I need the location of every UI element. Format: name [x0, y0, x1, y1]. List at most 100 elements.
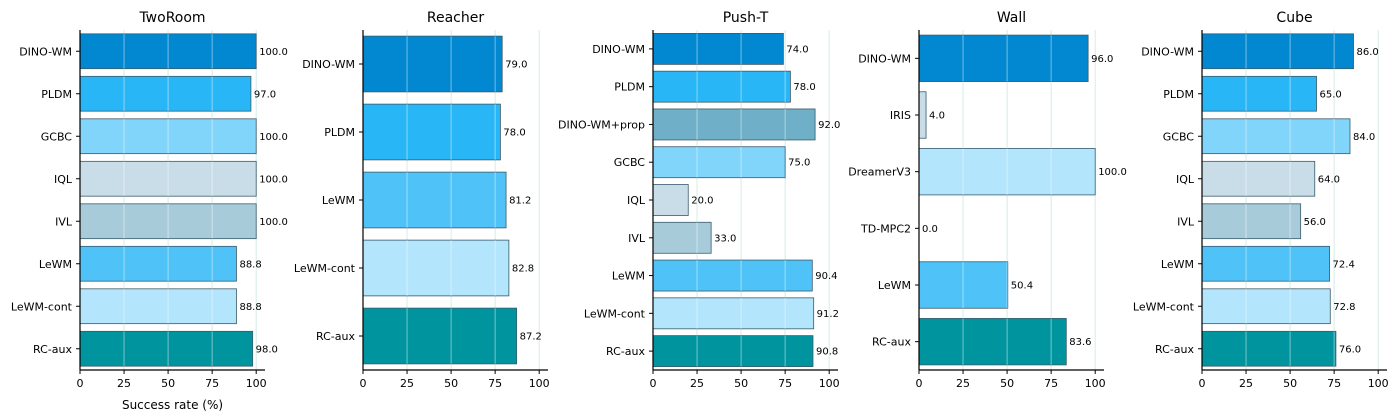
value-label: 90.4: [815, 271, 837, 282]
bar-dino-wm: [362, 35, 503, 93]
panel-title: Push-T: [723, 10, 769, 26]
bar-lewm-cont: [79, 288, 237, 325]
bar-gcbc: [1201, 118, 1351, 155]
bar-iql: [652, 184, 689, 216]
value-label: 0.0: [922, 224, 938, 235]
panel-title: TwoRoom: [138, 10, 205, 26]
value-label: 4.0: [929, 111, 945, 122]
bar-lewm: [652, 259, 813, 292]
bar-dino-wm-prop: [652, 108, 816, 141]
value-label: 92.0: [818, 120, 840, 131]
x-tick-label: 50: [734, 377, 748, 390]
bar-lewm: [918, 261, 1009, 309]
value-label: 81.2: [509, 196, 531, 207]
bar-lewm: [79, 245, 237, 282]
category-label: LeWM: [612, 270, 645, 283]
bar-rc-aux: [79, 330, 254, 367]
category-label: IVL: [1177, 215, 1195, 228]
category-label: LeWM-cont: [294, 262, 356, 275]
category-label: GCBC: [1163, 130, 1195, 143]
x-tick-label: 100: [246, 377, 267, 390]
value-label: 75.0: [788, 158, 810, 169]
value-label: 78.0: [793, 82, 815, 93]
category-label: PLDM: [41, 88, 72, 101]
category-label: IVL: [55, 215, 73, 228]
category-label: DINO-WM+prop: [558, 118, 645, 131]
category-label: DINO-WM: [1141, 45, 1194, 58]
value-label: 100.0: [259, 47, 288, 58]
category-label: IVL: [628, 232, 646, 245]
category-label: RC-aux: [872, 336, 911, 349]
bar-pldm: [79, 75, 252, 112]
value-label: 91.2: [817, 309, 839, 320]
category-label: LeWM: [39, 258, 72, 271]
category-label: PLDM: [324, 126, 355, 139]
bar-gcbc: [79, 118, 257, 155]
bar-lewm-cont: [1201, 288, 1331, 325]
category-label: DINO-WM: [302, 58, 355, 71]
x-tick-label: 25: [690, 377, 704, 390]
bar-rc-aux: [1201, 330, 1337, 367]
category-label: DreamerV3: [848, 166, 911, 179]
x-tick-label: 0: [77, 377, 84, 390]
value-label: 56.0: [1304, 217, 1326, 228]
x-tick-label: 100: [1085, 377, 1106, 390]
bar-pldm: [1201, 75, 1317, 112]
value-label: 88.8: [239, 259, 261, 270]
category-label: RC-aux: [1155, 343, 1194, 356]
value-label: 72.8: [1333, 302, 1355, 313]
bar-dino-wm: [918, 34, 1089, 82]
value-label: 64.0: [1318, 174, 1340, 185]
x-tick-label: 50: [161, 377, 175, 390]
value-label: 74.0: [786, 44, 808, 55]
panel-tworoom: TwoRoom 100.0 DINO-WM 97.0 PLDM 100.0 GCBC 100.…: [11, 10, 288, 412]
x-tick-label: 75: [488, 377, 502, 390]
panel-reacher: Reacher 79.0 DINO-WM 78.0 PLDM 81.2 LeWM 82.8 Le…: [294, 10, 550, 390]
panel-title: Cube: [1276, 10, 1312, 26]
value-label: 65.0: [1320, 89, 1342, 100]
value-label: 50.4: [1011, 281, 1033, 292]
value-label: 78.0: [503, 128, 525, 139]
bar-gcbc: [652, 146, 786, 179]
x-tick-label: 50: [1000, 377, 1014, 390]
category-label: LeWM-cont: [1133, 300, 1195, 313]
panel-cube: Cube 86.0 DINO-WM 65.0 PLDM 84.0 GCBC 64.0 IQL 56…: [1133, 10, 1389, 390]
category-label: PLDM: [614, 81, 645, 94]
x-tick-label: 50: [1283, 377, 1297, 390]
x-tick-label: 0: [650, 377, 657, 390]
category-label: DINO-WM: [19, 45, 72, 58]
bar-dino-wm: [1201, 33, 1354, 70]
category-label: LeWM-cont: [584, 307, 646, 320]
value-label: 20.0: [691, 196, 713, 207]
value-label: 100.0: [259, 132, 288, 143]
panel-push-t: Push-T 74.0 DINO-WM 78.0 PLDM 92.0 DINO-WM+pro…: [558, 10, 840, 390]
x-tick-label: 100: [529, 377, 550, 390]
x-tick-label: 100: [819, 377, 840, 390]
bar-lewm-cont: [362, 239, 510, 297]
bar-rc-aux: [918, 318, 1067, 366]
value-label: 96.0: [1091, 54, 1113, 65]
category-label: LeWM: [878, 279, 911, 292]
bar-rc-aux: [362, 307, 518, 365]
x-tick-label: 75: [778, 377, 792, 390]
category-label: GCBC: [41, 130, 73, 143]
bar-lewm-cont: [652, 297, 815, 330]
value-label: 33.0: [714, 233, 736, 244]
value-label: 84.0: [1353, 132, 1375, 143]
bar-pldm: [652, 70, 791, 103]
category-label: TD-MPC2: [860, 222, 911, 235]
value-label: 83.6: [1069, 337, 1091, 348]
category-label: LeWM: [1161, 258, 1194, 271]
x-tick-label: 25: [1239, 377, 1253, 390]
bar-ivl: [79, 203, 257, 240]
bar-pldm: [362, 103, 501, 161]
x-tick-label: 0: [916, 377, 923, 390]
value-label: 86.0: [1357, 47, 1379, 58]
x-tick-label: 75: [1044, 377, 1058, 390]
value-label: 100.0: [259, 217, 288, 228]
bar-rc-aux: [652, 335, 814, 368]
category-label: RC-aux: [316, 330, 355, 343]
x-tick-label: 0: [360, 377, 367, 390]
category-label: RC-aux: [606, 345, 645, 358]
